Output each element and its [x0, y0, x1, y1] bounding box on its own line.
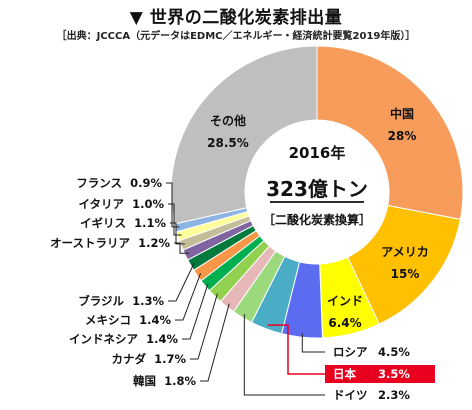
- leader-11: [174, 242, 189, 254]
- slice-value-15: 28.5%: [207, 136, 249, 150]
- leader-12: [170, 222, 185, 245]
- slice-value-2: 6.4%: [328, 316, 361, 330]
- slice-name-1: アメリカ: [381, 245, 428, 259]
- slice-labels: 中国 28% アメリカ 15% インド 6.4% その他 28.5% ロシア 4.5% 日本 3.5%…: [50, 106, 429, 402]
- slice-name-15: その他: [210, 113, 246, 128]
- donut-slice-15: [170, 45, 318, 225]
- slice-name-11: オーストラリア: [50, 236, 130, 250]
- slice-name-4: 日本: [333, 367, 356, 381]
- slices-group: [170, 45, 464, 339]
- slice-value-14: 0.9%: [130, 176, 162, 190]
- center-total: 323億トン: [266, 177, 368, 201]
- slice-name-3: ロシア: [333, 345, 368, 359]
- leader-10: [168, 262, 195, 302]
- chart-title: ▼ 世界の二酸化炭素排出量: [129, 8, 343, 28]
- center-unit-note: ［二酸化炭素換算］: [263, 212, 371, 227]
- slice-name-2: インド: [327, 294, 363, 308]
- slice-value-0: 28%: [388, 129, 417, 143]
- leader-4: [267, 324, 325, 375]
- leader-8: [182, 283, 209, 340]
- center-label: 2016年 323億トン ［二酸化炭素換算］: [263, 144, 371, 227]
- slice-value-8: 1.4%: [146, 332, 178, 346]
- slice-value-6: 1.8%: [164, 374, 196, 388]
- slice-name-0: 中国: [390, 106, 414, 121]
- slice-value-13: 1.0%: [132, 197, 164, 211]
- slice-value-12: 1.1%: [134, 216, 166, 230]
- leader-9: [175, 273, 202, 321]
- donut-slice-0: [316, 45, 464, 220]
- source-note: ［出典：JCCCA（元データはEDMC／エネルギー・経済統計要覧2019年版）］: [56, 31, 416, 42]
- slice-value-3: 4.5%: [378, 345, 410, 359]
- leader-5: [243, 313, 325, 396]
- slice-value-11: 1.2%: [138, 236, 170, 250]
- leader-3: [301, 333, 325, 353]
- slice-name-6: 韓国: [133, 374, 156, 388]
- slice-value-10: 1.3%: [132, 294, 164, 308]
- slice-name-9: メキシコ: [85, 313, 131, 327]
- leader-7: [190, 293, 219, 360]
- leader-lines: [166, 182, 435, 396]
- slice-value-7: 1.7%: [154, 352, 186, 366]
- slice-name-13: イタリア: [78, 197, 124, 211]
- slice-name-8: インドネシア: [69, 332, 138, 346]
- leader-13: [168, 203, 182, 236]
- slice-name-12: イギリス: [80, 216, 126, 230]
- leader-6: [200, 303, 230, 382]
- slice-name-5: ドイツ: [333, 388, 368, 402]
- slice-value-5: 2.3%: [378, 388, 410, 402]
- slice-name-7: カナダ: [112, 352, 147, 366]
- slice-value-4: 3.5%: [378, 367, 410, 381]
- slice-value-1: 15%: [391, 267, 420, 281]
- slice-name-14: フランス: [76, 176, 122, 190]
- highlight-box: [325, 365, 435, 383]
- slice-name-10: ブラジル: [78, 294, 124, 308]
- slice-value-9: 1.4%: [139, 313, 171, 327]
- leader-14: [166, 182, 180, 228]
- center-year: 2016年: [289, 144, 346, 162]
